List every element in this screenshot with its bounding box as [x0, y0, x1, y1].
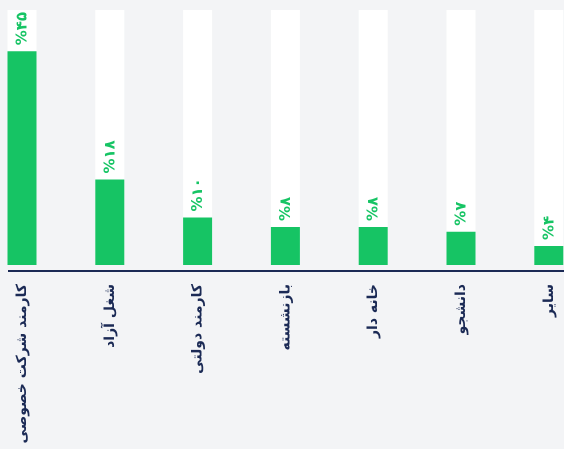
value-label: %۴ [539, 216, 557, 240]
bar [270, 227, 300, 265]
value-label: %۸ [364, 197, 382, 221]
value-label: %۴۵ [13, 12, 31, 45]
bar [183, 217, 213, 265]
category-label: کارمند شرکت خصوصی [14, 283, 30, 443]
bar [95, 179, 125, 265]
bar [7, 51, 37, 265]
bar [534, 246, 564, 265]
value-label: %۸ [276, 197, 294, 221]
category-label: دانشجو [453, 284, 469, 335]
bar-track [270, 10, 300, 265]
bar-track [446, 10, 476, 265]
value-label: %۱۸ [100, 140, 118, 173]
bar [358, 227, 388, 265]
category-label: کارمند دولتی [190, 283, 206, 374]
bar-track [534, 10, 564, 265]
value-label: %۱۰ [188, 178, 206, 211]
category-label: خانه دار [365, 284, 381, 339]
category-label: سایر [541, 284, 557, 318]
category-label: بازنشسته [277, 284, 293, 351]
bar-track [358, 10, 388, 265]
bar [446, 231, 476, 265]
category-label: شغل آزاد [100, 284, 118, 348]
value-label: %۷ [452, 202, 470, 226]
